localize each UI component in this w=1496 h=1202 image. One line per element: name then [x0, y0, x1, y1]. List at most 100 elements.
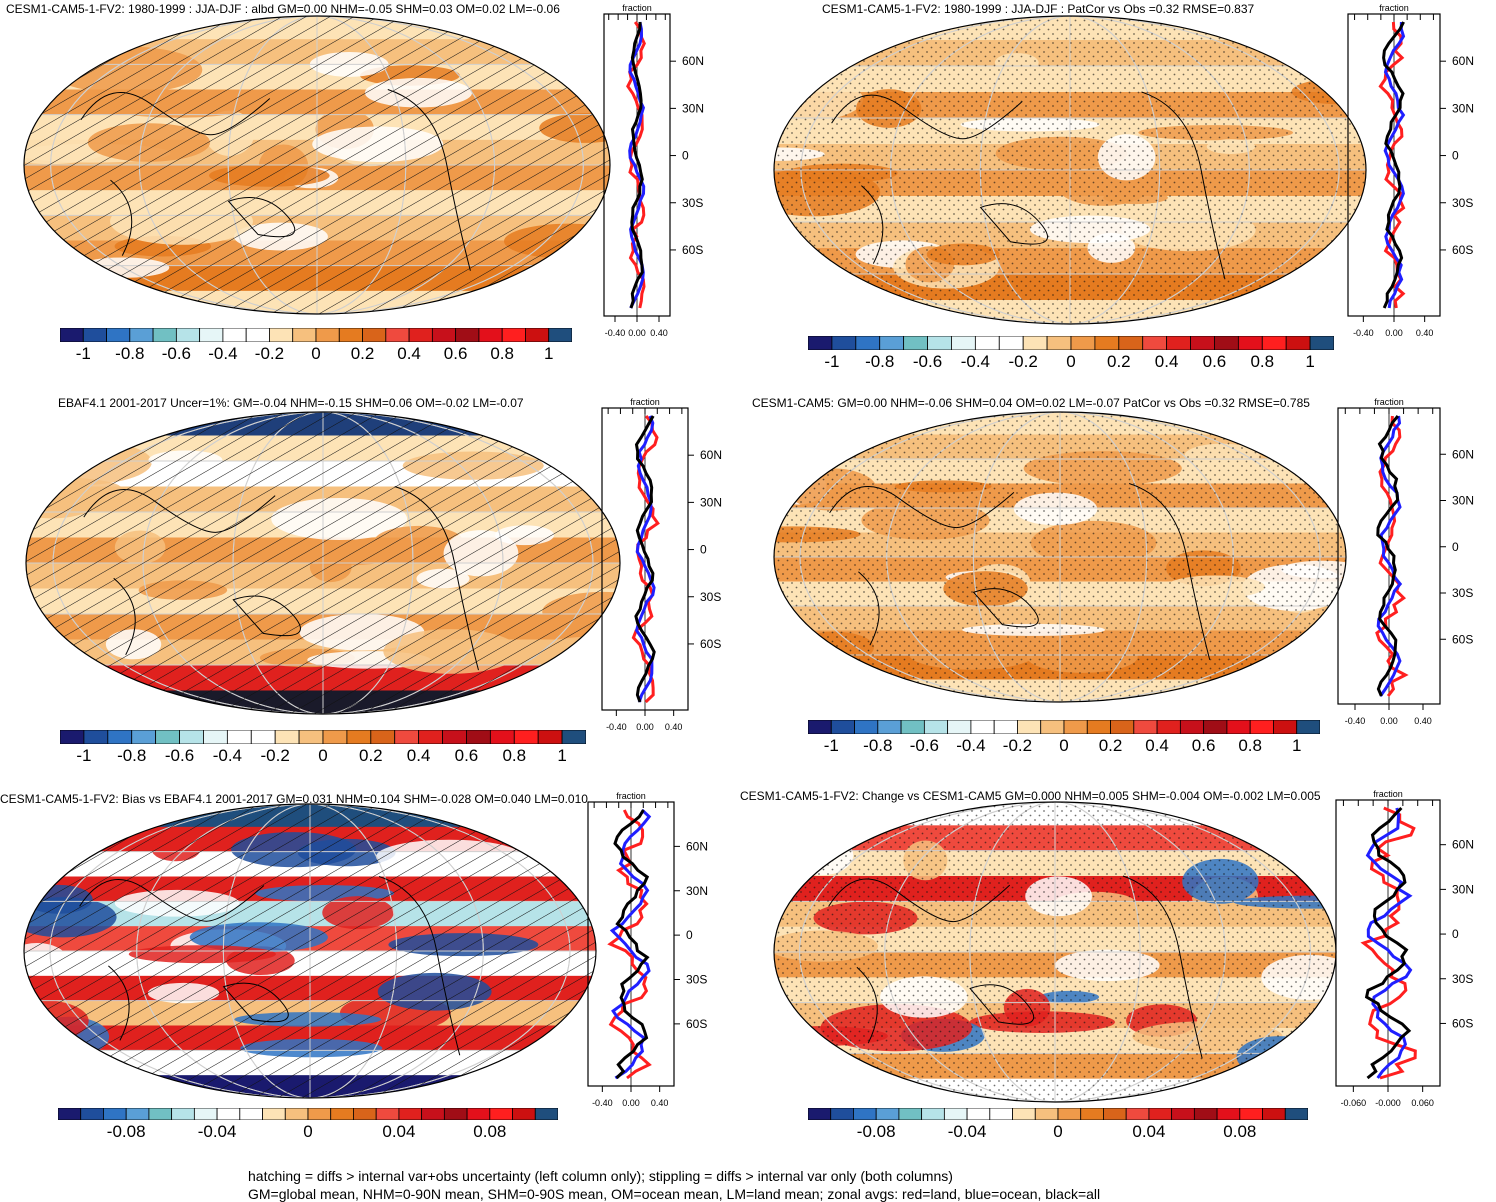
colorbar-tick-label: 0.6 [1202, 352, 1227, 371]
colorbar-swatch [80, 1108, 104, 1120]
colorbar-tick-label: 0.6 [454, 746, 479, 765]
colorbar-swatch [561, 730, 586, 744]
colorbar-swatch [998, 336, 1024, 350]
colorbar-swatch [525, 328, 550, 342]
colorbar-swatch [898, 1108, 923, 1120]
colorbar-tick-label: -0.8 [865, 352, 895, 371]
lat-tick-label: 60N [1452, 447, 1474, 461]
colorbar-swatch [171, 1108, 195, 1120]
colorbar-tick-label: 1 [543, 344, 554, 363]
colorbar-tick-label: 0.2 [1106, 352, 1131, 371]
lat-tick-label: 60N [1452, 54, 1474, 68]
lat-tick-label: 30N [682, 101, 704, 115]
colorbar-swatch [82, 328, 107, 342]
colorbar-swatch [489, 730, 515, 744]
colorbar-swatch [103, 1108, 127, 1120]
colorbar-tick-label: -0.4 [960, 352, 991, 371]
colorbar-swatch [1249, 720, 1274, 734]
colorbar-tick-label: 0 [1059, 736, 1069, 755]
colorbar-tick-label: -1 [75, 344, 91, 363]
lat-tick-label: 0 [1452, 149, 1459, 163]
colorbar-swatch [877, 720, 902, 734]
colorbar-swatch [855, 336, 881, 350]
panel-title-1: CESM1-CAM5-1-FV2: 1980-1999 : JJA-DJF : … [6, 2, 560, 16]
colorbar-swatch [808, 336, 833, 350]
colorbar-tick-label: -1 [823, 736, 839, 755]
colorbar-tick-label: -0.08 [856, 1122, 896, 1141]
profile-label: fraction [1374, 397, 1404, 407]
colorbar-swatch [853, 1108, 877, 1120]
map-panel-2 [773, 15, 1367, 325]
lat-tick-label: 30N [1452, 101, 1474, 115]
colorbar-tick-label: -1 [824, 352, 840, 371]
colorbar-swatch [466, 730, 491, 744]
profile-panel-1: fraction 60N 30N 0 30S 60S -0.40 0.00 0.40 [603, 3, 704, 338]
colorbar-swatch [107, 730, 133, 744]
lat-tick-label: 60N [1452, 838, 1474, 852]
map-panel-6 [773, 801, 1337, 1103]
colorbar-swatch [155, 730, 180, 744]
x-tick-label: 0.00 [622, 1098, 640, 1108]
colorbar-tick-label: -1 [76, 746, 92, 765]
profile-panel-4: fraction 60N 30N 0 30S 60S -0.40 0.00 0.40 [1337, 397, 1474, 726]
colorbar-swatch [322, 730, 348, 744]
colorbar-swatch [1070, 336, 1096, 350]
footer-note-2: GM=global mean, NHM=0-90N mean, SHM=0-90… [248, 1186, 1101, 1202]
colorbar-tick-label: 0.6 [1191, 736, 1216, 755]
colorbar-swatch [60, 328, 84, 342]
colorbar-swatch [60, 730, 85, 744]
colorbar-tick-label: 0.2 [358, 746, 383, 765]
colorbar-swatch [83, 730, 109, 744]
colorbar-swatch [1063, 720, 1088, 734]
lat-tick-label: 60N [682, 54, 704, 68]
colorbar-3 [60, 730, 586, 744]
x-tick-label: 0.00 [628, 328, 646, 338]
lat-tick-label: 0 [686, 928, 693, 942]
hatching-overlay [24, 16, 610, 314]
colorbar-swatch [131, 730, 157, 744]
colorbar-swatch [879, 336, 905, 350]
colorbar-swatch [385, 328, 410, 342]
lat-tick-label: 0 [1452, 927, 1459, 941]
zonal-avg-land [626, 21, 646, 309]
colorbar-swatch [1166, 336, 1191, 350]
colorbar-swatch [966, 1108, 991, 1120]
lat-tick-label: 30N [700, 495, 722, 509]
colorbar-swatch [338, 328, 363, 342]
zonal-avg-all [629, 21, 644, 309]
colorbar-tick-label: -0.6 [164, 746, 195, 765]
lat-tick-label: 30N [686, 884, 708, 898]
lat-tick-label: 30N [1452, 882, 1474, 896]
lat-tick-label: 60S [1452, 243, 1473, 257]
colorbar-tick-label: 0.4 [1154, 352, 1179, 371]
colorbar-swatch [226, 730, 252, 744]
colorbar-swatch [1086, 720, 1111, 734]
colorbar-tick-label: -0.4 [208, 344, 238, 363]
colorbar-tick-label: -0.04 [947, 1122, 987, 1141]
colorbar-swatch [1296, 720, 1320, 734]
colorbar-swatch [537, 730, 563, 744]
hatching-overlay [26, 412, 620, 714]
lat-tick-label: 60S [700, 637, 721, 651]
colorbar-swatch [298, 730, 324, 744]
stipple-overlay [774, 412, 1346, 702]
zonal-avg-all [1364, 806, 1412, 1080]
zonal-avg-all [634, 415, 656, 703]
colorbar-tick-label: 0.4 [406, 746, 431, 765]
colorbar-swatch [854, 720, 879, 734]
colorbar-swatch [513, 730, 539, 744]
colorbar-tick-label: -0.8 [117, 746, 147, 765]
colorbar-swatch [1179, 720, 1205, 734]
profile-panel-2: fraction 60N 30N 0 30S 60S -0.40 0.00 0.40 [1347, 3, 1474, 338]
x-tick-label: 0.00 [636, 722, 654, 732]
colorbar-swatch [394, 730, 420, 744]
x-tick-label: -0.000 [1375, 1098, 1401, 1108]
colorbar-swatch [974, 336, 1000, 350]
colorbar-6 [808, 1108, 1308, 1120]
colorbar-swatch [175, 328, 201, 342]
colorbar-tick-label: 0 [318, 746, 328, 765]
colorbar-5 [58, 1108, 558, 1120]
colorbar-tick-label: -0.6 [161, 344, 192, 363]
colorbar-tick-label: 0.8 [490, 344, 514, 363]
colorbar-swatch [903, 336, 928, 350]
